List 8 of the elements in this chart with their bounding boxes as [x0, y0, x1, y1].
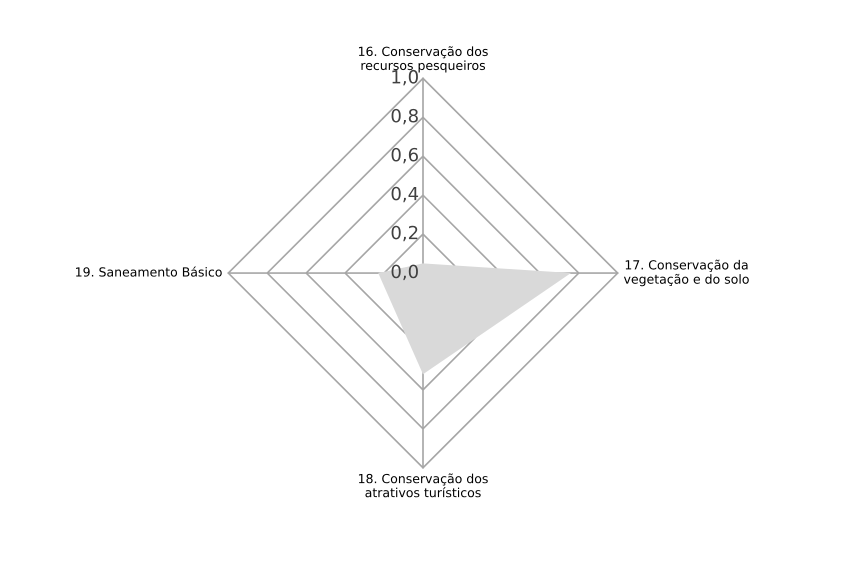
y-tick-label: 0,4 [392, 186, 418, 202]
spoke-label: 18. Conservação dos atrativos turísticos [358, 473, 488, 498]
spoke-label: 17. Conservação da vegetação e do solo [624, 260, 749, 286]
y-tick-label: 0,2 [392, 226, 418, 242]
spoke-label: 19. Saneamento Básico [76, 266, 222, 277]
y-tick-label: 0,0 [392, 264, 418, 280]
y-tick-label: 0,8 [392, 108, 418, 124]
y-tick-label: 0,6 [392, 148, 418, 164]
